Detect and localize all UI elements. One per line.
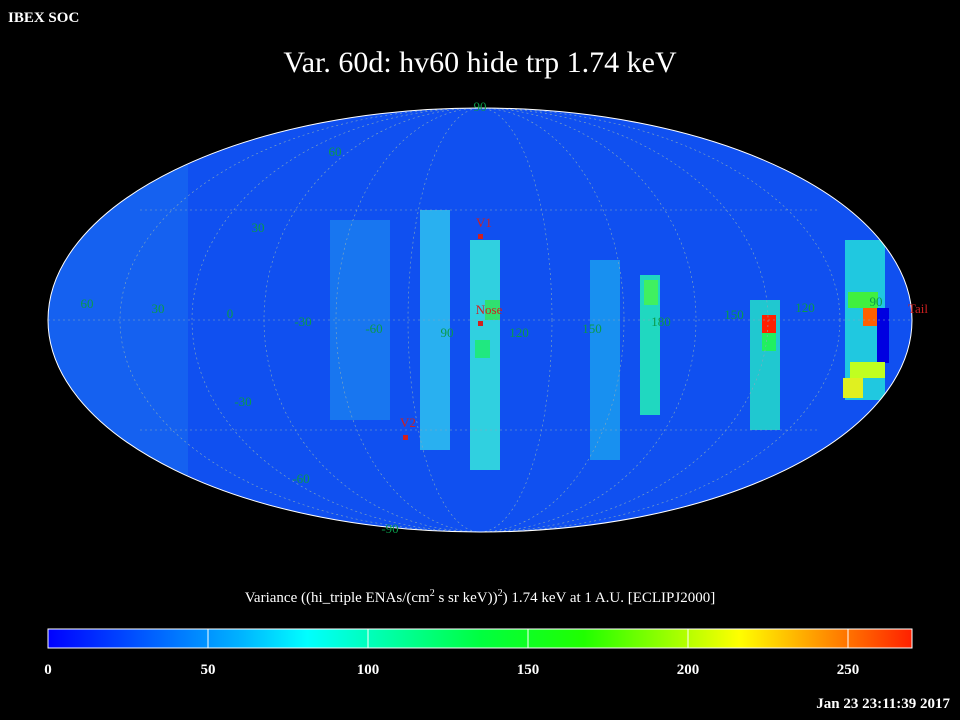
colorbar: [47, 628, 913, 649]
label-part: s sr keV)): [435, 590, 498, 606]
marker: [478, 321, 483, 326]
label-part: ) 1.74 keV at 1 A.U. [ECLIPJ2000]: [503, 590, 716, 606]
grid-label: 150: [582, 321, 602, 336]
marker-label: Nose: [476, 302, 503, 317]
colorbar-tick-label: 100: [357, 662, 380, 678]
timestamp: Jan 23 23:11:39 2017: [816, 696, 950, 712]
colorbar-tick-label: 150: [517, 662, 540, 678]
label-part: 2: [430, 588, 435, 599]
marker-label: V1: [476, 215, 492, 230]
grid-label: -60: [365, 321, 382, 336]
label-part: 2: [498, 588, 503, 599]
title: Var. 60d: hv60 hide trp 1.74 keV: [283, 46, 677, 79]
grid-label: 90: [474, 99, 487, 114]
grid-label: 120: [795, 300, 815, 315]
grid-label: -30: [294, 314, 311, 329]
grid-label: 30: [152, 301, 165, 316]
colorbar-tick-label: 50: [201, 662, 216, 678]
marker-label: V2: [400, 415, 416, 430]
marker-label: Tail: [908, 301, 928, 316]
marker: [478, 234, 483, 239]
colorbar-tick-label: 250: [837, 662, 860, 678]
colorbar-label: Variance ((hi_triple ENAs/(cm2 s sr keV)…: [245, 588, 715, 606]
grid-label: 60: [81, 296, 94, 311]
grid-label: -60: [292, 471, 309, 486]
grid-label: 150: [724, 307, 744, 322]
colorbar-tick-label: 0: [44, 662, 52, 678]
grid-label: 90: [870, 294, 883, 309]
grid-label: 120: [509, 325, 529, 340]
grid-label: -90: [381, 521, 398, 536]
grid-label: -30: [234, 394, 251, 409]
map-border: [47, 107, 913, 533]
grid-label: 90: [441, 325, 454, 340]
grid-label: 30: [252, 220, 265, 235]
grid-label: 60: [329, 144, 342, 159]
source: IBEX SOC: [8, 10, 79, 26]
colorbar-tick-label: 200: [677, 662, 700, 678]
marker: [403, 435, 408, 440]
grid-label: 0: [227, 306, 234, 321]
label-part: Variance ((hi_triple ENAs/(cm: [245, 590, 430, 606]
sky-map: [48, 108, 912, 532]
grid-label: 180: [651, 314, 671, 329]
